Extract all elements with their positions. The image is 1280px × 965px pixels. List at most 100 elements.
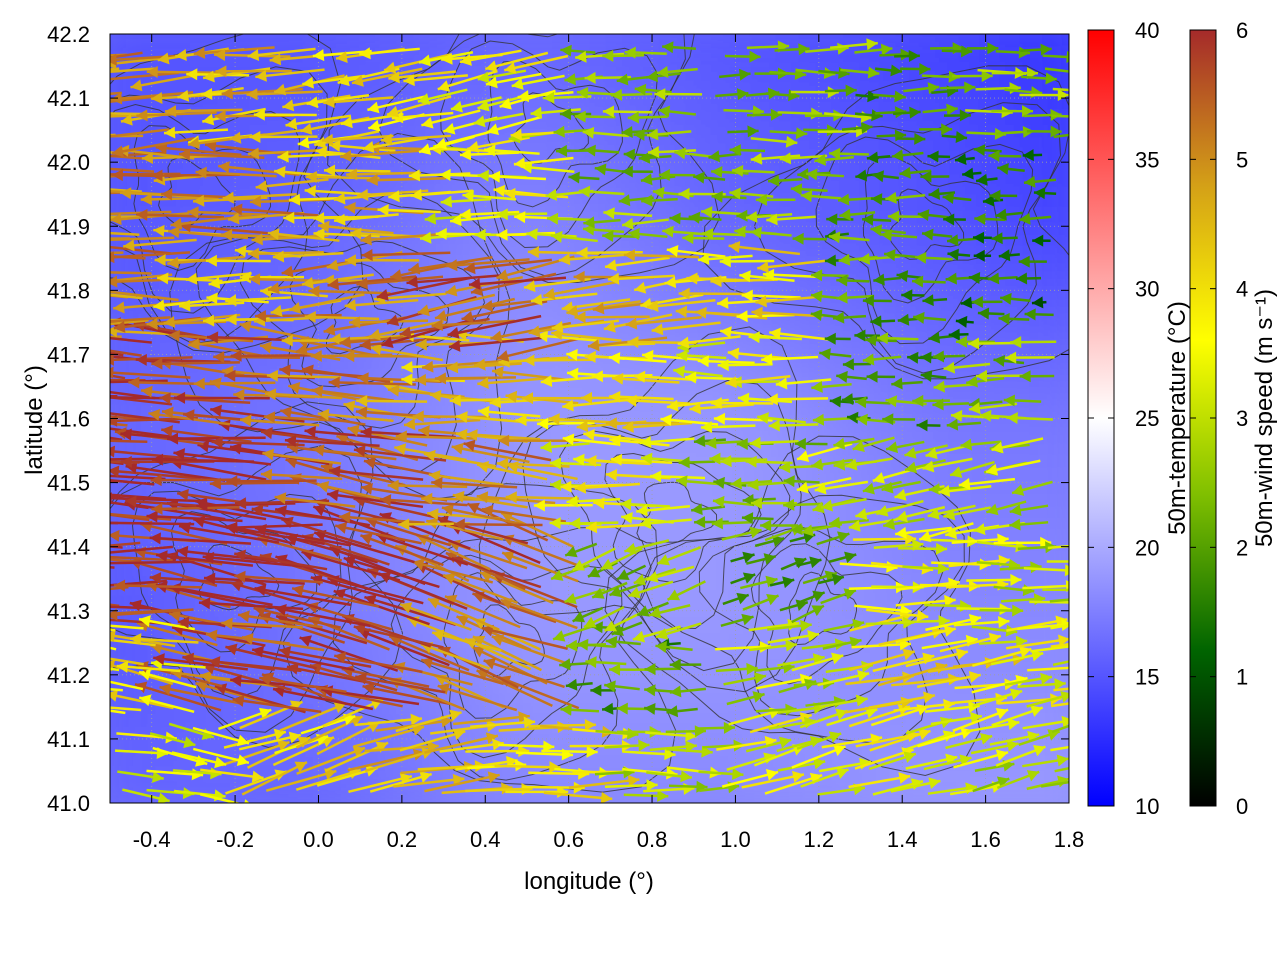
temperature-cell <box>390 0 431 35</box>
wind-colorbar-tick-label: 1 <box>1236 665 1248 690</box>
temperature-cell <box>949 0 990 35</box>
wind-arrow-head <box>104 446 116 458</box>
wind-arrow-shaft <box>167 438 266 439</box>
wind-arrow-head <box>53 327 65 339</box>
temperature-cell <box>749 803 790 842</box>
wind-arrow-shaft <box>255 315 342 316</box>
wind-arrow-shaft <box>1051 116 1091 117</box>
wind-arrow-head <box>87 132 99 144</box>
temperature-cell <box>949 34 990 73</box>
wind-arrow-head <box>70 182 81 194</box>
y-tick-label: 41.0 <box>47 791 90 816</box>
x-tick-label: 1.8 <box>1054 827 1085 852</box>
y-tick-label: 42.0 <box>47 150 90 175</box>
wind-arrow-head <box>103 251 114 263</box>
wind-arrow-head <box>94 276 106 288</box>
temperature-cell <box>1029 495 1070 534</box>
x-tick-label: 0.4 <box>470 827 501 852</box>
temperature-colorbar-tick-label: 20 <box>1135 535 1159 560</box>
wind-arrow-head <box>1070 596 1081 608</box>
x-tick-label: -0.2 <box>216 827 254 852</box>
wind-arrow-head <box>19 556 30 568</box>
temperature-cell <box>190 0 231 35</box>
temperature-cell <box>789 342 830 381</box>
wind-colorbar-tick-label: 4 <box>1236 277 1248 302</box>
wind-arrow-head <box>68 700 80 712</box>
wind-arrow-head <box>90 208 101 220</box>
wind-arrow-shaft <box>147 72 226 73</box>
wind-arrow-head <box>94 391 105 403</box>
wind-arrow <box>61 633 116 649</box>
wind-arrow-head <box>64 130 75 142</box>
temperature-cell <box>749 0 790 35</box>
temperature-cell <box>749 265 790 304</box>
temperature-colorbar-tick-label: 35 <box>1135 147 1159 172</box>
temperature-cell <box>70 688 111 727</box>
temperature-colorbar-label: 50m-temperature (°C) <box>1164 301 1191 535</box>
temperature-cell <box>310 226 351 265</box>
temperature-cell <box>510 0 551 35</box>
wind-arrow-head <box>93 608 104 620</box>
temperature-cell <box>110 765 151 804</box>
wind-arrow-shaft <box>98 523 195 524</box>
wind-arrow-head <box>42 248 53 260</box>
wind-arrow-head <box>1066 51 1077 63</box>
wind-arrow-head <box>32 112 43 124</box>
temperature-cell <box>829 803 870 842</box>
x-tick-label: 1.2 <box>804 827 835 852</box>
wind-arrow-head <box>1065 564 1076 576</box>
y-tick-label: 41.1 <box>47 727 90 752</box>
temperature-cell <box>669 0 710 35</box>
wind-arrow-shaft <box>22 522 118 524</box>
y-tick-label: 41.2 <box>47 663 90 688</box>
wind-arrow-head <box>99 286 111 298</box>
wind-arrow-head <box>1076 128 1088 140</box>
temperature-cell <box>709 0 750 35</box>
wind-colorbar-tick-label: 2 <box>1236 535 1248 560</box>
wind-arrow-head <box>1070 66 1082 78</box>
temperature-cell <box>1029 0 1070 35</box>
wind-arrow-head <box>78 389 90 401</box>
temperature-cell <box>430 226 471 265</box>
x-tick-label: 0.8 <box>637 827 668 852</box>
wind-arrow-head <box>44 190 55 202</box>
wind-arrow-head <box>69 266 80 278</box>
wind-arrow-head <box>46 51 57 63</box>
temperature-cell <box>829 0 870 35</box>
wind-arrow-head <box>94 185 105 197</box>
wind-arrow-shaft <box>152 175 240 176</box>
wind-arrow-shaft <box>194 383 276 384</box>
wind-arrow-head <box>22 535 33 547</box>
temperature-colorbar-tick-label: 10 <box>1135 794 1159 819</box>
x-tick-label: -0.4 <box>133 827 171 852</box>
temperature-colorbar-tick-label: 25 <box>1135 406 1159 431</box>
wind-arrow-head <box>98 107 109 119</box>
temperature-cell <box>510 803 551 842</box>
wind-arrow-shaft <box>210 483 299 484</box>
temperature-cell <box>390 149 431 188</box>
temperature-cell <box>310 0 351 35</box>
wind-arrow-shaft <box>19 561 115 568</box>
y-tick-label: 41.8 <box>47 278 90 303</box>
wind-arrow-head <box>102 367 113 379</box>
temperature-cell <box>709 265 750 304</box>
wind-arrow-head <box>22 516 33 528</box>
wind-arrow-head <box>56 58 68 70</box>
wind-arrow-head <box>98 517 109 529</box>
temperature-cell <box>629 495 670 534</box>
wind-arrow-head <box>82 239 94 251</box>
wind-arrow-head <box>79 700 90 712</box>
temperature-cell <box>749 34 790 73</box>
temperature-cell <box>909 0 950 35</box>
temperature-cell <box>709 34 750 73</box>
x-tick-label: 0.0 <box>303 827 334 852</box>
temperature-cell <box>430 803 471 842</box>
temperature-cell <box>350 0 391 35</box>
wind-arrow-shaft <box>32 116 116 119</box>
temperature-cell <box>310 303 351 342</box>
wind-arrow-head <box>63 582 74 594</box>
wind-arrow-head <box>61 633 73 645</box>
wind-colorbar-tick-label: 6 <box>1236 18 1248 43</box>
